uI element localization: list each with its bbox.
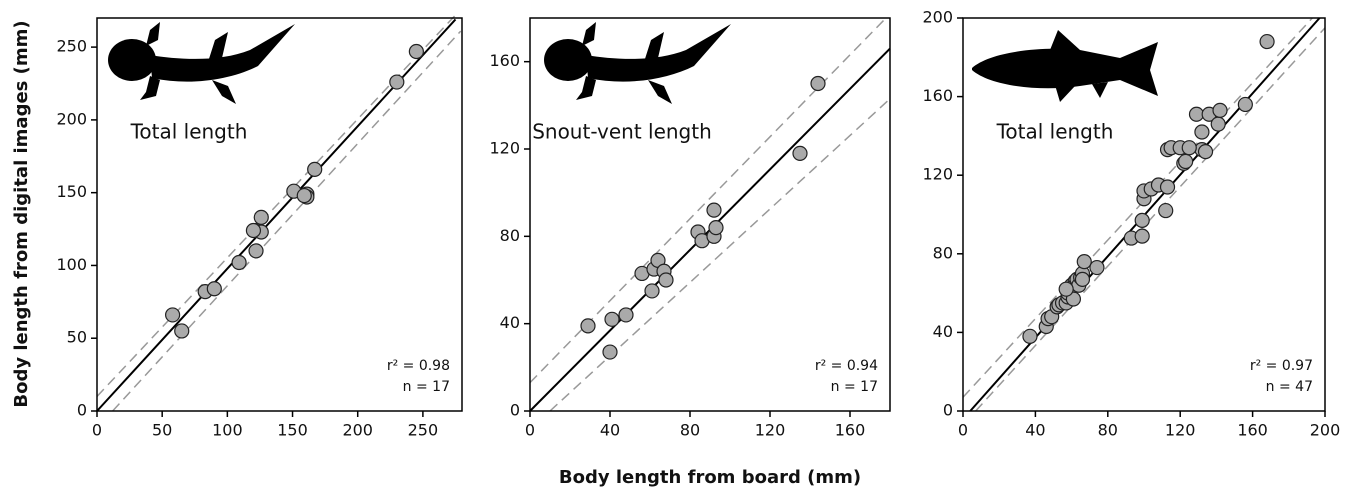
y-axis-label: Body length from digital images (mm) bbox=[11, 20, 32, 407]
point bbox=[308, 162, 322, 176]
y-tick-label: 80 bbox=[933, 243, 953, 262]
y-tick-label: 250 bbox=[56, 37, 87, 56]
x-tick-label: 0 bbox=[92, 421, 102, 440]
point bbox=[1135, 213, 1149, 227]
point bbox=[707, 203, 721, 217]
x-tick-label: 100 bbox=[212, 421, 243, 440]
x-tick-label: 250 bbox=[408, 421, 439, 440]
point bbox=[1179, 154, 1193, 168]
y-tick-label: 200 bbox=[56, 109, 87, 128]
point bbox=[793, 146, 807, 160]
point bbox=[297, 189, 311, 203]
x-tick-label: 160 bbox=[835, 421, 866, 440]
stat-label: n = 47 bbox=[1266, 379, 1313, 395]
point bbox=[1023, 329, 1037, 343]
point bbox=[1199, 145, 1213, 159]
y-tick-label: 120 bbox=[489, 139, 520, 158]
y-tick-label: 150 bbox=[56, 182, 87, 201]
point bbox=[619, 308, 633, 322]
point bbox=[166, 308, 180, 322]
figure: Body length from board (mm) Body length … bbox=[0, 0, 1360, 491]
point bbox=[254, 210, 268, 224]
y-tick-label: 120 bbox=[922, 165, 953, 184]
point bbox=[1159, 204, 1173, 218]
x-tick-label: 0 bbox=[958, 421, 968, 440]
point bbox=[581, 319, 595, 333]
y-tick-label: 40 bbox=[500, 313, 520, 332]
point bbox=[1182, 141, 1196, 155]
point bbox=[1238, 97, 1252, 111]
y-tick-label: 50 bbox=[67, 328, 87, 347]
x-tick-label: 80 bbox=[1098, 421, 1118, 440]
point bbox=[207, 282, 221, 296]
y-tick-label: 0 bbox=[510, 401, 520, 420]
stat-label: n = 17 bbox=[403, 379, 450, 395]
y-tick-label: 160 bbox=[922, 86, 953, 105]
stat-label: r² = 0.94 bbox=[815, 358, 878, 374]
y-tick-label: 200 bbox=[922, 8, 953, 27]
x-tick-label: 150 bbox=[277, 421, 308, 440]
panel-label: Snout-vent length bbox=[532, 120, 712, 144]
y-tick-label: 40 bbox=[933, 322, 953, 341]
x-tick-label: 80 bbox=[680, 421, 700, 440]
y-tick-label: 160 bbox=[489, 51, 520, 70]
point bbox=[1189, 107, 1203, 121]
point bbox=[659, 273, 673, 287]
x-tick-label: 120 bbox=[755, 421, 786, 440]
x-tick-label: 120 bbox=[1165, 421, 1196, 440]
x-tick-label: 0 bbox=[525, 421, 535, 440]
point bbox=[1213, 103, 1227, 117]
x-tick-label: 160 bbox=[1237, 421, 1268, 440]
dashed-line bbox=[113, 31, 461, 411]
point bbox=[390, 75, 404, 89]
point bbox=[709, 221, 723, 235]
x-tick-label: 200 bbox=[342, 421, 373, 440]
point bbox=[645, 284, 659, 298]
point bbox=[249, 244, 263, 258]
point bbox=[1059, 282, 1073, 296]
point bbox=[246, 224, 260, 238]
x-tick-label: 40 bbox=[600, 421, 620, 440]
point bbox=[175, 324, 189, 338]
point bbox=[1260, 35, 1274, 49]
y-tick-label: 0 bbox=[943, 401, 953, 420]
y-tick-label: 100 bbox=[56, 255, 87, 274]
salamander-icon bbox=[544, 22, 731, 104]
fish-icon bbox=[972, 30, 1158, 102]
point bbox=[1090, 261, 1104, 275]
y-tick-label: 80 bbox=[500, 226, 520, 245]
point bbox=[811, 77, 825, 91]
panel-label: Total length bbox=[130, 120, 248, 144]
x-axis-label: Body length from board (mm) bbox=[559, 467, 861, 488]
point bbox=[1195, 125, 1209, 139]
y-tick-label: 0 bbox=[77, 401, 87, 420]
x-tick-label: 40 bbox=[1025, 421, 1045, 440]
point bbox=[603, 345, 617, 359]
point bbox=[232, 256, 246, 270]
point bbox=[1135, 229, 1149, 243]
stat-label: n = 17 bbox=[831, 379, 878, 395]
point bbox=[1077, 255, 1091, 269]
point bbox=[605, 312, 619, 326]
salamander-icon bbox=[108, 22, 295, 104]
stat-label: r² = 0.97 bbox=[1250, 358, 1313, 374]
x-tick-label: 200 bbox=[1310, 421, 1341, 440]
point bbox=[1211, 117, 1225, 131]
point bbox=[409, 44, 423, 58]
point bbox=[1161, 180, 1175, 194]
x-tick-label: 50 bbox=[152, 421, 172, 440]
panel-label: Total length bbox=[996, 120, 1114, 144]
stat-label: r² = 0.98 bbox=[387, 358, 450, 374]
point bbox=[1075, 272, 1089, 286]
